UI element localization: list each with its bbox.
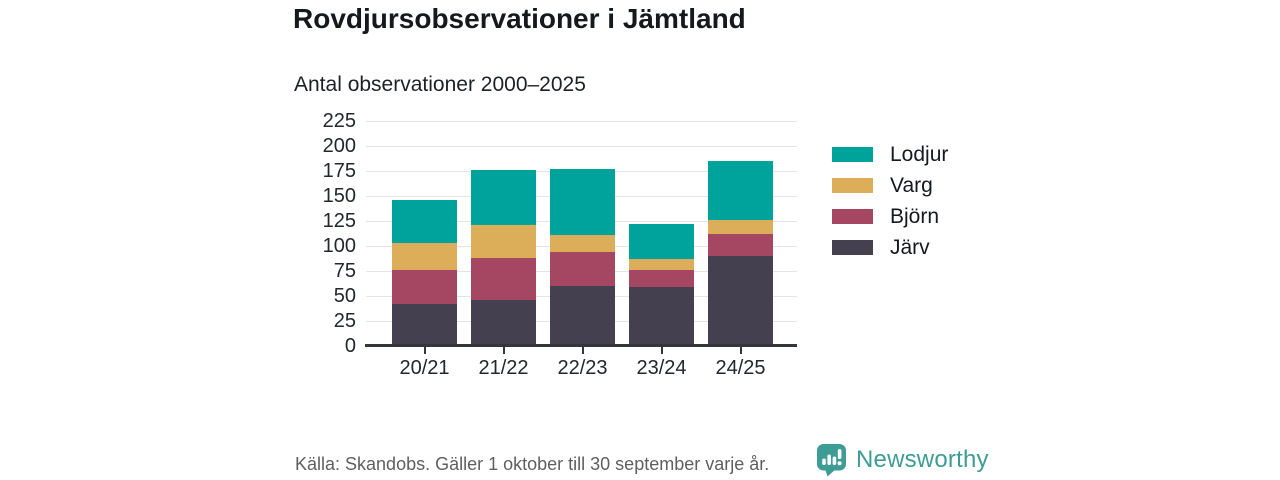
bar-segment-björn: [629, 270, 694, 287]
x-axis-tick: [660, 347, 663, 354]
legend-label: Varg: [890, 173, 933, 197]
x-axis-line: [365, 344, 797, 347]
x-axis-tick-label: 24/25: [715, 357, 766, 379]
legend-item: Björn: [832, 201, 948, 232]
bar-segment-järv: [550, 286, 615, 346]
legend-item: Järv: [832, 232, 948, 263]
chart-legend: Lodjur Varg Björn Järv: [832, 139, 948, 263]
y-axis-tick-label: 50: [333, 285, 356, 307]
x-axis-tick: [739, 347, 742, 354]
x-axis-tick: [581, 347, 584, 354]
bar-segment-björn: [708, 234, 773, 256]
chart-subtitle: Antal observationer 2000–2025: [294, 73, 586, 96]
x-axis-tick: [502, 347, 505, 354]
y-axis-tick-label: 225: [322, 110, 356, 132]
source-note: Källa: Skandobs. Gäller 1 oktober till 3…: [295, 454, 770, 474]
bar-segment-lodjur: [471, 170, 536, 225]
x-axis-tick-label: 21/22: [478, 357, 529, 379]
bar-segment-lodjur: [392, 200, 457, 243]
y-axis-tick-label: 0: [344, 335, 356, 357]
brand-name: Newsworthy: [856, 446, 989, 473]
bar-segment-björn: [550, 252, 615, 286]
bar-segment-järv: [629, 287, 694, 346]
bar-segment-järv: [708, 256, 773, 346]
x-axis-tick-label: 23/24: [636, 357, 687, 379]
legend-item: Varg: [832, 170, 948, 201]
legend-swatch: [832, 178, 873, 193]
legend-swatch: [832, 147, 873, 162]
legend-item: Lodjur: [832, 139, 948, 170]
page-title: Rovdjursobservationer i Jämtland: [293, 3, 746, 34]
legend-label: Björn: [890, 204, 940, 228]
y-axis-tick-label: 100: [322, 235, 356, 257]
legend-label: Järv: [890, 235, 930, 259]
legend-label: Lodjur: [890, 142, 949, 166]
y-gridline: [366, 146, 797, 147]
y-axis-tick-label: 175: [322, 160, 356, 182]
bar-segment-björn: [392, 270, 457, 304]
bar-segment-järv: [392, 304, 457, 346]
y-gridline: [366, 121, 797, 122]
bar-segment-lodjur: [550, 169, 615, 235]
newsworthy-logo-icon: [817, 444, 846, 477]
bar-segment-varg: [550, 235, 615, 252]
y-axis-tick-label: 125: [322, 210, 356, 232]
legend-swatch: [832, 240, 873, 255]
bar-segment-lodjur: [629, 224, 694, 259]
x-axis-tick: [423, 347, 426, 354]
y-axis-tick-label: 150: [322, 185, 356, 207]
y-axis-tick-label: 200: [322, 135, 356, 157]
x-axis-tick-label: 22/23: [557, 357, 608, 379]
y-axis-tick-label: 75: [333, 260, 356, 282]
y-axis-tick-label: 25: [333, 310, 356, 332]
brand-lockup: Newsworthy: [815, 443, 989, 477]
bar-segment-björn: [471, 258, 536, 300]
bar-segment-varg: [708, 220, 773, 234]
bar-segment-varg: [471, 225, 536, 258]
legend-swatch: [832, 209, 873, 224]
bar-segment-järv: [471, 300, 536, 346]
bar-segment-varg: [392, 243, 457, 270]
x-axis-tick-label: 20/21: [399, 357, 450, 379]
bar-segment-varg: [629, 259, 694, 270]
bar-segment-lodjur: [708, 161, 773, 220]
